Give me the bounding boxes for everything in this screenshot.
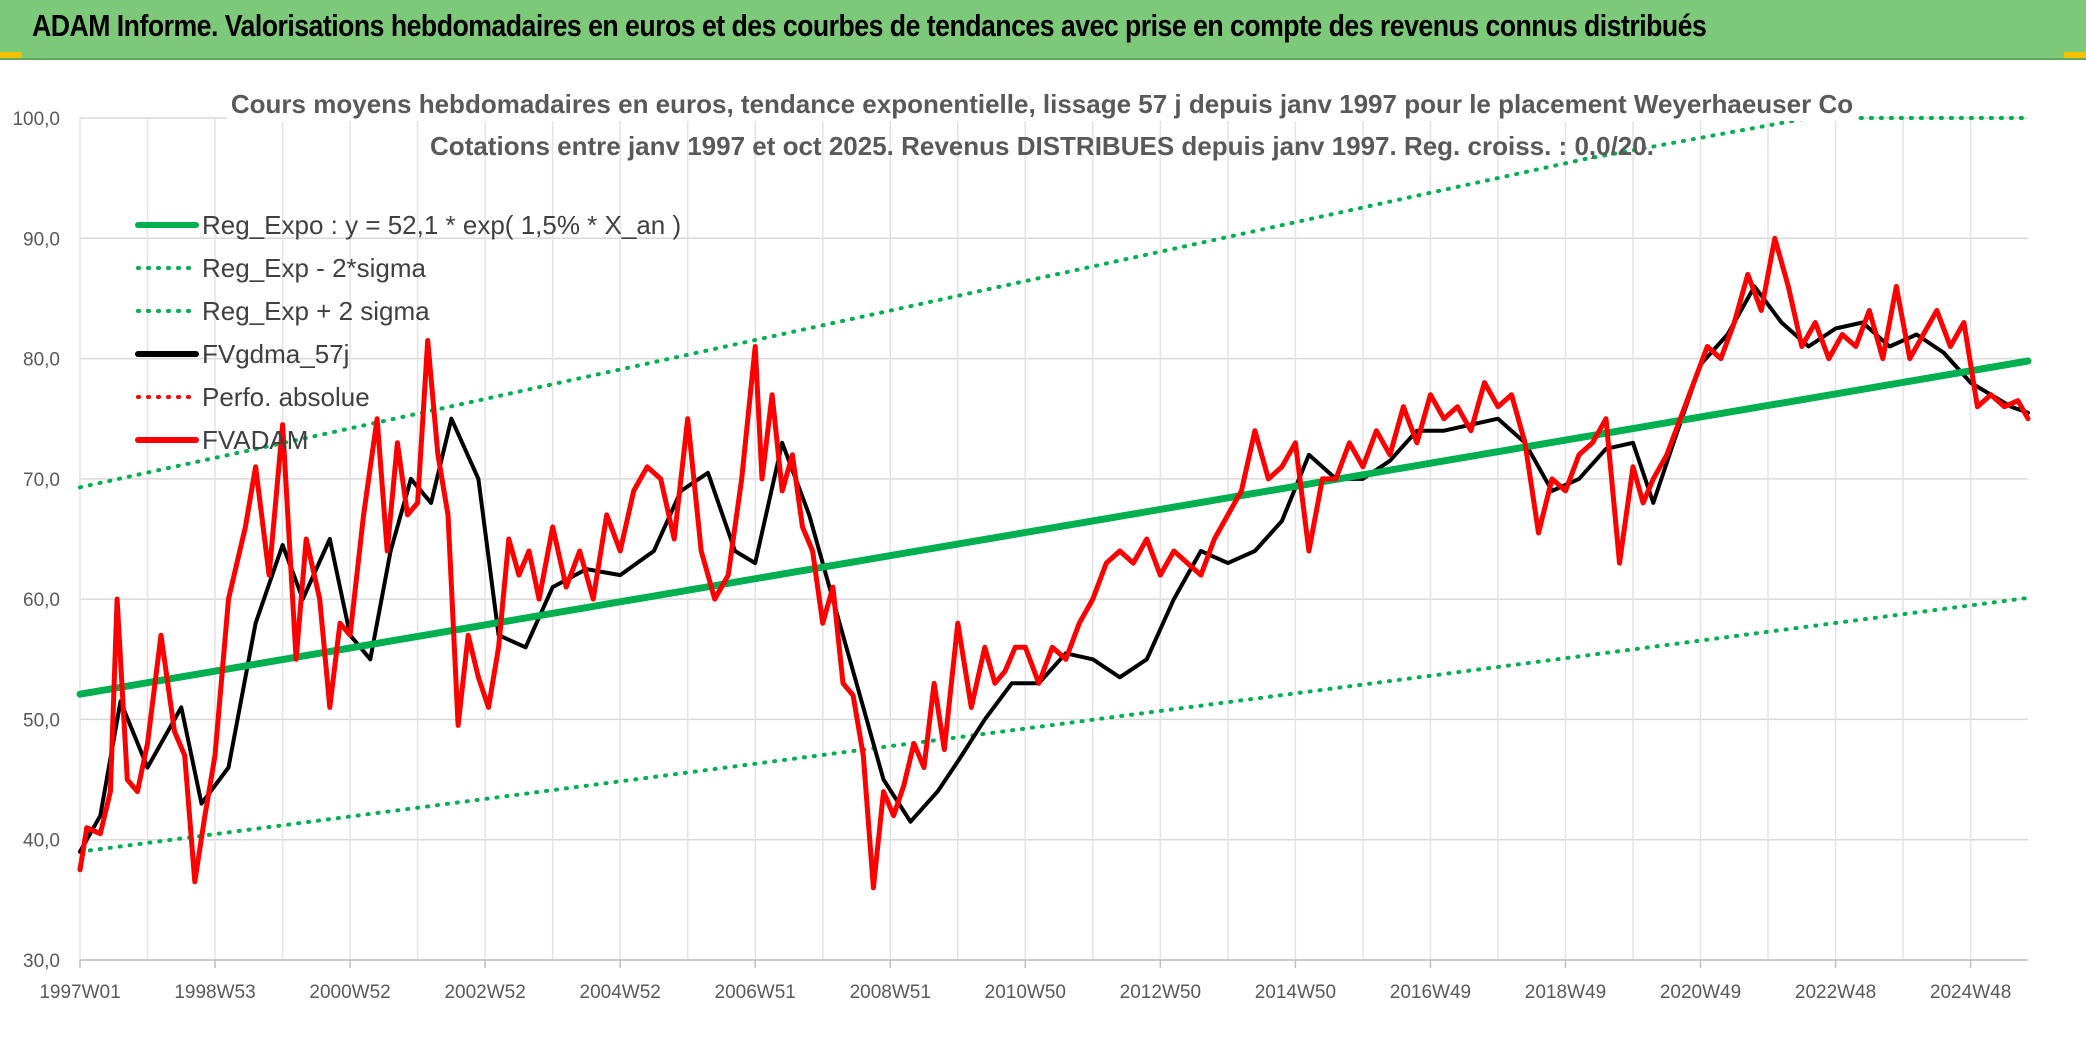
chart-area: 30,0 40,0 50,0 60,0 70,0 80,0 90,0 100,0 1997W01… — [0, 60, 2086, 1037]
x-tick-label: 2004W52 — [580, 982, 661, 1003]
series-line-0 — [76, 357, 2032, 698]
corner-marker-right — [2064, 52, 2086, 58]
corner-marker-left — [0, 52, 22, 58]
series-line-5 — [77, 235, 2031, 891]
x-tick-label: 2016W49 — [1390, 982, 1471, 1003]
axes: 30,0 40,0 50,0 60,0 70,0 80,0 90,0 100,0 1997W01… — [12, 109, 2028, 1003]
series-lines — [76, 116, 2032, 891]
series-line-1 — [78, 595, 2030, 854]
x-tick-label: 1997W01 — [39, 982, 120, 1003]
x-tick-label: 2020W49 — [1660, 982, 1741, 1003]
x-tick-label: 2006W51 — [715, 982, 796, 1003]
series-line-2 — [78, 116, 2030, 490]
y-tick-label: 40,0 — [23, 831, 60, 852]
legend-label: Reg_Exp - 2*sigma — [202, 253, 427, 283]
x-tick-label: 2024W48 — [1930, 982, 2011, 1003]
chart-title-line1: Cours moyens hebdomadaires en euros, ten… — [231, 89, 1853, 119]
y-tick-label: 100,0 — [12, 109, 60, 130]
chart-title-line2: Cotations entre janv 1997 et oct 2025. R… — [430, 131, 1654, 161]
x-tick-label: 2008W51 — [850, 982, 931, 1003]
y-tick-label: 70,0 — [23, 470, 60, 491]
legend-label: FVgdma_57j — [202, 339, 349, 369]
x-tick-label: 2010W50 — [985, 982, 1066, 1003]
y-tick-label: 30,0 — [23, 951, 60, 972]
x-tick-label: 2014W50 — [1255, 982, 1336, 1003]
y-tick-label: 50,0 — [23, 710, 60, 731]
legend-label: Reg_Exp + 2 sigma — [202, 296, 430, 326]
series-line-3 — [78, 284, 2030, 854]
grid-lines — [79, 117, 2028, 961]
y-tick-label: 80,0 — [23, 350, 60, 371]
x-tick-label: 2002W52 — [444, 982, 525, 1003]
y-tick-label: 90,0 — [23, 229, 60, 250]
chart-legend: Reg_Expo : y = 52,1 * exp( 1,5% * X_an )… — [135, 210, 681, 455]
title-background — [226, 87, 1858, 121]
y-tick-label: 60,0 — [23, 590, 60, 611]
x-tick-label: 2022W48 — [1795, 982, 1876, 1003]
x-tick-label: 1998W53 — [174, 982, 255, 1003]
page-title: ADAM Informe. Valorisations hebdomadaire… — [32, 8, 1707, 43]
x-tick-label: 2018W49 — [1525, 982, 1606, 1003]
legend-label: Reg_Expo : y = 52,1 * exp( 1,5% * X_an ) — [202, 210, 681, 240]
header-banner: ADAM Informe. Valorisations hebdomadaire… — [0, 0, 2086, 60]
legend-label: Perfo. absolue — [202, 382, 370, 412]
line-chart: 30,0 40,0 50,0 60,0 70,0 80,0 90,0 100,0 1997W01… — [12, 87, 2032, 1003]
legend-label: FVADAM — [202, 425, 308, 455]
x-tick-label: 2012W50 — [1120, 982, 1201, 1003]
x-tick-label: 2000W52 — [309, 982, 390, 1003]
